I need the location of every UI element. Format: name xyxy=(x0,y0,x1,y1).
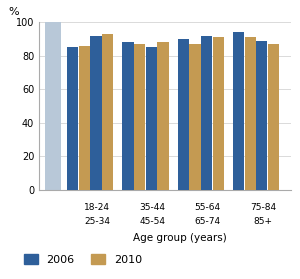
Bar xyxy=(213,37,224,190)
Text: 85+: 85+ xyxy=(254,217,273,225)
Legend: 2006, 2010: 2006, 2010 xyxy=(24,254,142,264)
Text: 55-64: 55-64 xyxy=(195,203,221,212)
Bar xyxy=(158,42,169,190)
Text: 25-34: 25-34 xyxy=(84,217,110,225)
Bar xyxy=(67,47,78,190)
Bar xyxy=(90,36,102,190)
Bar xyxy=(245,37,256,190)
Bar xyxy=(122,42,134,190)
Bar xyxy=(45,22,61,190)
Bar xyxy=(268,44,279,190)
Bar xyxy=(178,39,189,190)
Text: 18-24: 18-24 xyxy=(84,203,110,212)
Bar xyxy=(233,32,244,190)
Bar xyxy=(79,46,90,190)
Bar xyxy=(189,44,201,190)
Bar xyxy=(201,36,212,190)
Bar xyxy=(102,34,113,190)
Text: 45-54: 45-54 xyxy=(140,217,166,225)
Text: 75-84: 75-84 xyxy=(250,203,276,212)
Y-axis label: %: % xyxy=(8,7,19,17)
Text: Age group (years): Age group (years) xyxy=(133,233,227,243)
Bar xyxy=(256,41,268,190)
Bar xyxy=(146,47,157,190)
Text: 65-74: 65-74 xyxy=(195,217,221,225)
Bar xyxy=(134,44,145,190)
Text: 35-44: 35-44 xyxy=(140,203,166,212)
